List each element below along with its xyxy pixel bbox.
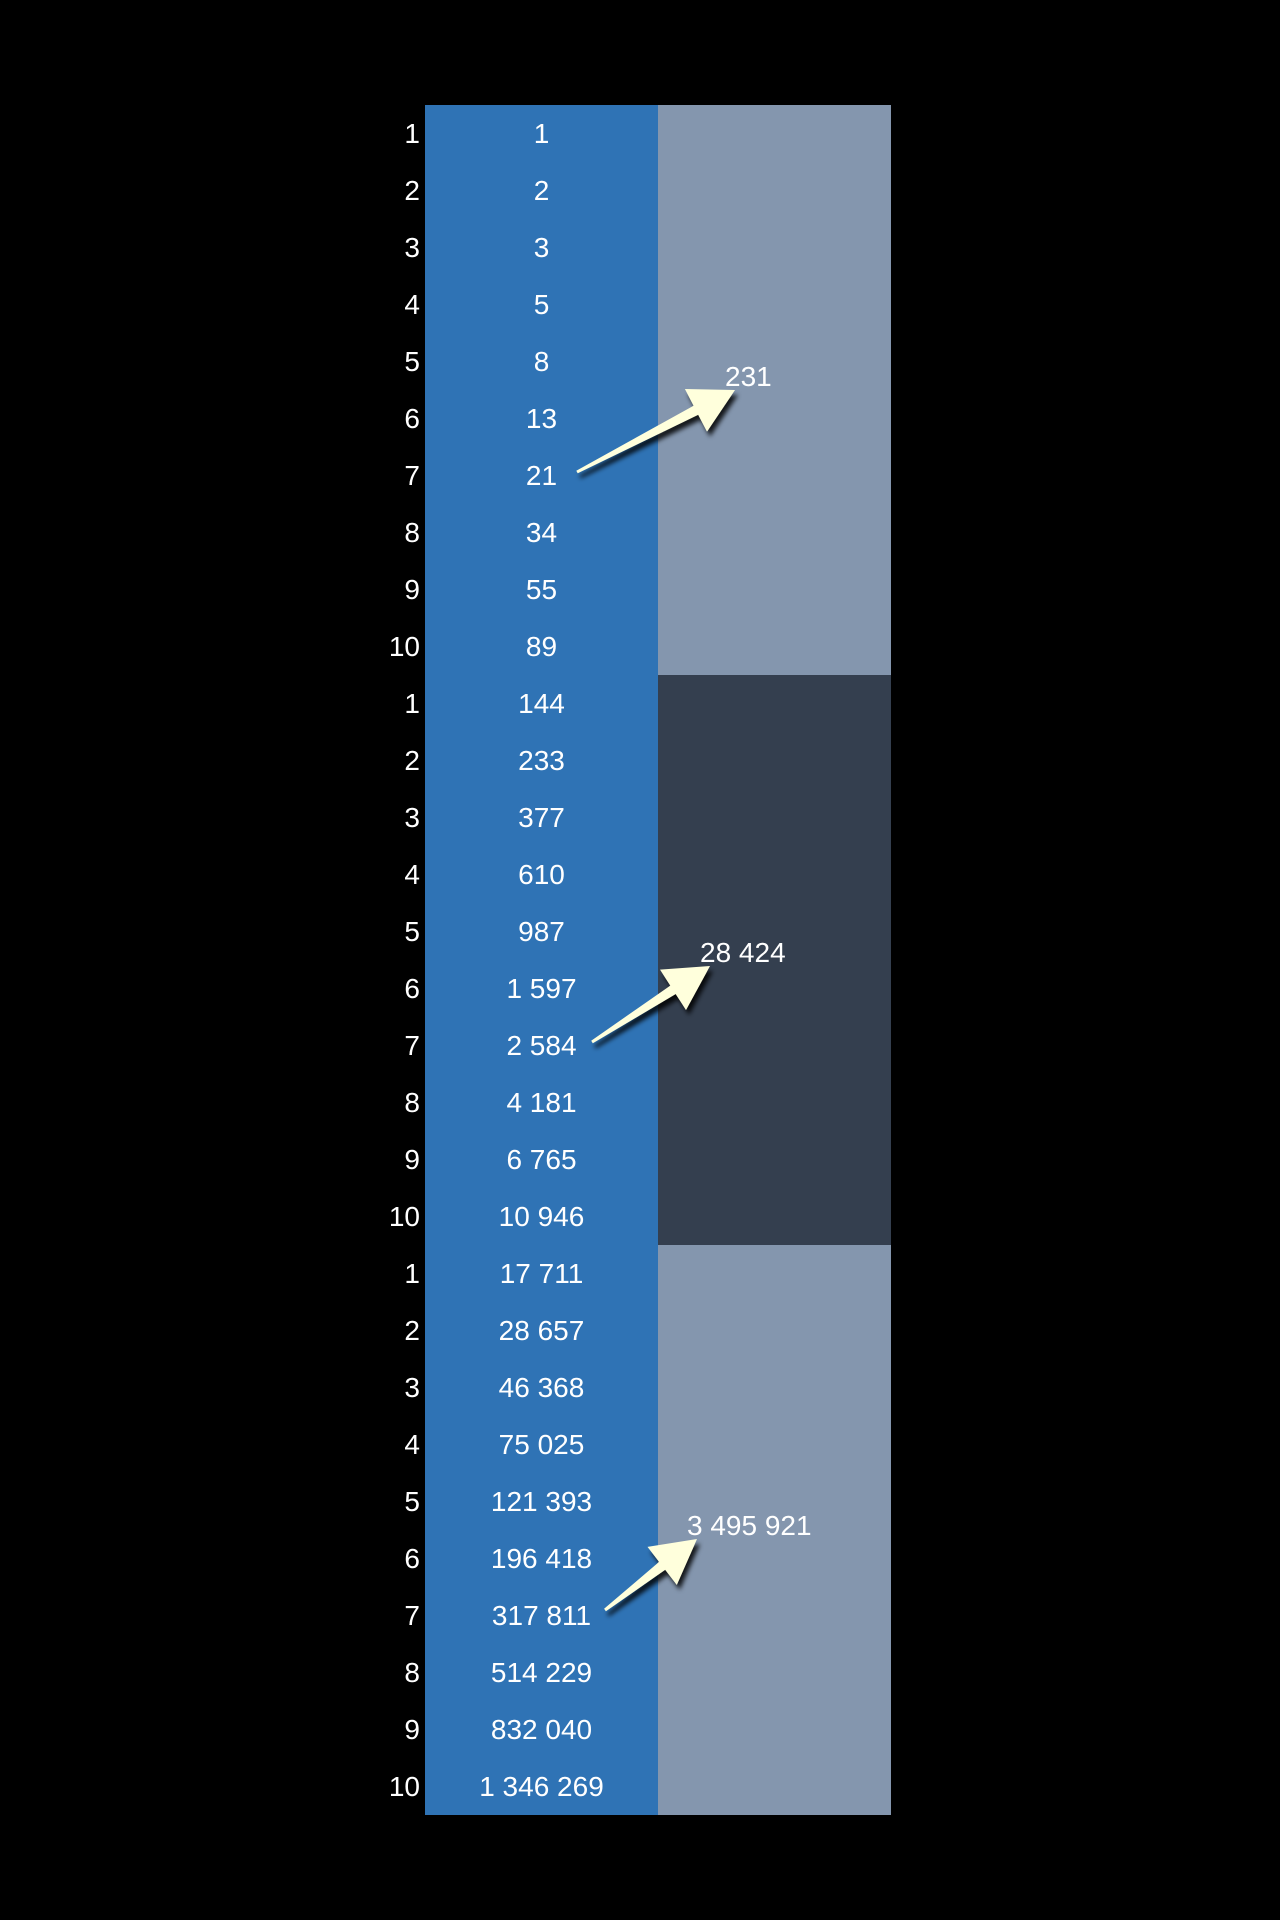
- sequence-value: 233: [518, 744, 565, 776]
- sequence-value: 832 040: [490, 1713, 593, 1745]
- sequence-value: 75 025: [498, 1428, 585, 1460]
- sequence-value: 1: [533, 117, 550, 149]
- row-index: 4: [404, 1428, 420, 1460]
- row-index: 3: [404, 801, 420, 833]
- row-index: 10: [388, 630, 420, 662]
- row-index: 5: [404, 915, 420, 947]
- sequence-value: 6 765: [506, 1143, 577, 1175]
- sequence-value: 3: [533, 231, 550, 263]
- sequence-value: 34: [525, 516, 558, 548]
- sequence-value: 1 346 269: [479, 1770, 604, 1802]
- row-index: 1: [404, 117, 420, 149]
- group-block-2: [658, 675, 891, 1245]
- group-sum-label: 231: [725, 361, 772, 392]
- row-index: 10: [388, 1770, 420, 1802]
- row-index: 9: [404, 1143, 420, 1175]
- group-sum-label: 3 495 921: [687, 1510, 812, 1541]
- row-index: 4: [404, 858, 420, 890]
- row-index: 3: [404, 231, 420, 263]
- sequence-value: 13: [525, 402, 558, 434]
- arrow-icon: [576, 389, 735, 474]
- sequence-value: 10 946: [498, 1200, 585, 1232]
- sequence-value: 196 418: [490, 1542, 593, 1574]
- sequence-value: 4 181: [506, 1086, 577, 1118]
- row-index: 6: [404, 402, 420, 434]
- sequence-value: 121 393: [490, 1485, 593, 1517]
- row-index: 8: [404, 1656, 420, 1688]
- sequence-value: 1 597: [506, 972, 577, 1004]
- row-index: 6: [404, 1542, 420, 1574]
- sequence-value: 55: [525, 573, 558, 605]
- sequence-value: 610: [518, 858, 565, 890]
- row-index: 1: [404, 687, 420, 719]
- sequence-value: 28 657: [498, 1314, 585, 1346]
- sequence-value: 46 368: [498, 1371, 585, 1403]
- row-index: 2: [404, 744, 420, 776]
- arrow-icon: [591, 966, 710, 1044]
- sequence-value: 987: [518, 915, 565, 947]
- row-index: 3: [404, 1371, 420, 1403]
- row-index: 9: [404, 1713, 420, 1745]
- row-index: 7: [404, 459, 420, 491]
- sequence-column: [425, 105, 658, 1815]
- sequence-value: 514 229: [490, 1656, 593, 1688]
- row-index: 8: [404, 1086, 420, 1118]
- sequence-value: 5: [533, 288, 550, 320]
- sequence-value: 2 584: [506, 1029, 577, 1061]
- row-index: 2: [404, 1314, 420, 1346]
- row-index: 6: [404, 972, 420, 1004]
- row-index: 8: [404, 516, 420, 548]
- group-block-3: [658, 1245, 891, 1815]
- row-index: 5: [404, 345, 420, 377]
- sequence-value: 17 711: [499, 1257, 584, 1289]
- row-index: 7: [404, 1029, 420, 1061]
- row-index: 5: [404, 1485, 420, 1517]
- sequence-value: 144: [518, 687, 565, 719]
- row-index: 9: [404, 573, 420, 605]
- row-index: 4: [404, 288, 420, 320]
- sequence-value: 89: [525, 630, 558, 662]
- row-index: 7: [404, 1599, 420, 1631]
- group-sum-label: 28 424: [700, 937, 786, 968]
- sequence-value: 21: [525, 459, 558, 491]
- row-index: 10: [388, 1200, 420, 1232]
- sequence-value: 2: [533, 174, 550, 206]
- sequence-value: 8: [533, 345, 550, 377]
- arrow-icon: [604, 1539, 697, 1612]
- sequence-value: 377: [518, 801, 565, 833]
- row-index: 1: [404, 1257, 420, 1289]
- sequence-value: 317 811: [491, 1599, 592, 1631]
- row-index: 2: [404, 174, 420, 206]
